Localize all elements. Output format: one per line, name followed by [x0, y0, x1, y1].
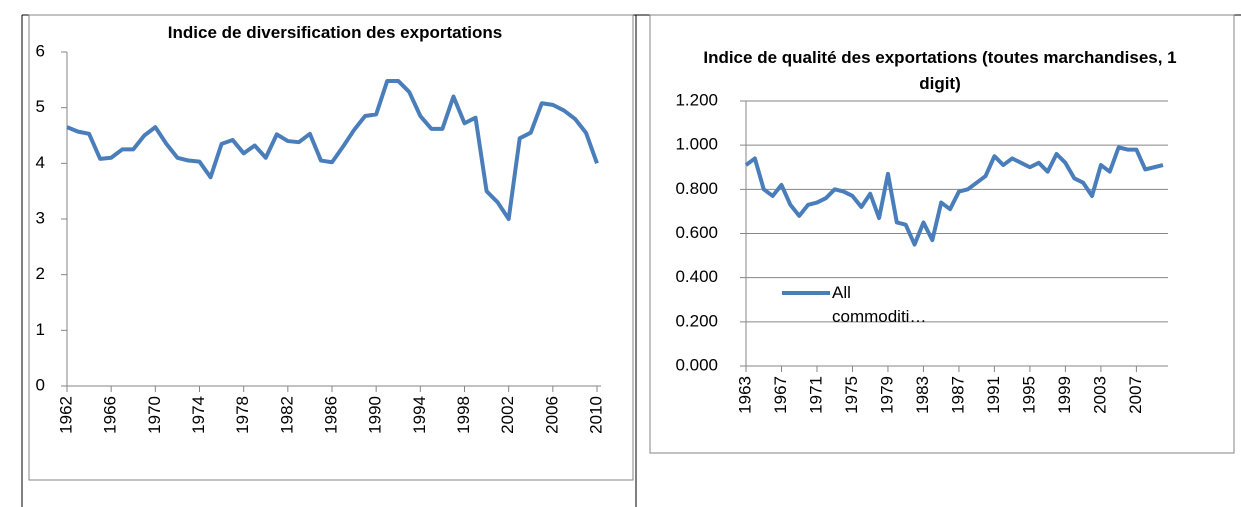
chart-border [28, 14, 634, 481]
x-tick-label: 2006 [542, 396, 561, 434]
data-line [744, 145, 1164, 247]
x-tick-label: 1994 [410, 396, 429, 434]
x-tick-label: 1982 [277, 396, 296, 434]
x-tick-label: 1995 [1019, 376, 1038, 414]
x-tick-label: 1999 [1055, 376, 1074, 414]
x-tick-label: 1991 [984, 376, 1003, 414]
y-tick-label: 1.200 [675, 90, 718, 109]
x-tick-label: 1962 [56, 396, 75, 434]
x-tick-label: 1987 [948, 376, 967, 414]
y-tick-label: 0.200 [675, 311, 718, 330]
y-tick-label: 0 [36, 375, 45, 394]
y-tick-label: 6 [36, 41, 45, 60]
x-tick-label: 1978 [233, 396, 252, 434]
y-tick-label: 1.000 [675, 135, 718, 154]
y-tick-label: 0.000 [675, 355, 718, 374]
x-tick-label: 1979 [877, 376, 896, 414]
x-tick-label: 1971 [806, 376, 825, 414]
x-tick-label: 1998 [454, 396, 473, 434]
y-tick-label: 0.400 [675, 267, 718, 286]
x-tick-label: 2002 [498, 396, 517, 434]
x-tick-label: 1966 [101, 396, 120, 434]
y-tick-label: 2 [36, 264, 45, 283]
chart-title: Indice de qualité des exportations (tout… [703, 48, 1177, 93]
x-tick-label: 2003 [1090, 376, 1109, 414]
y-tick-label: 0.800 [675, 179, 718, 198]
y-tick-label: 4 [36, 153, 45, 172]
x-tick-label: 2007 [1126, 376, 1145, 414]
x-tick-label: 1983 [913, 376, 932, 414]
chart-title: Indice de diversification des exportatio… [167, 23, 503, 42]
data-line [66, 78, 599, 221]
x-tick-label: 1974 [189, 396, 208, 434]
y-tick-label: 1 [36, 320, 45, 339]
legend-label: All commoditi… [832, 283, 927, 326]
y-tick-label: 3 [36, 208, 45, 227]
y-tick-label: 0.600 [675, 223, 718, 242]
x-tick-label: 1975 [842, 376, 861, 414]
y-tick-label: 5 [36, 97, 45, 116]
chart-border [649, 14, 1235, 454]
x-tick-label: 1986 [321, 396, 340, 434]
x-tick-label: 2010 [586, 396, 605, 434]
x-tick-label: 1967 [771, 376, 790, 414]
x-tick-label: 1970 [145, 396, 164, 434]
x-tick-label: 1990 [366, 396, 385, 434]
x-tick-label: 1963 [735, 376, 754, 414]
